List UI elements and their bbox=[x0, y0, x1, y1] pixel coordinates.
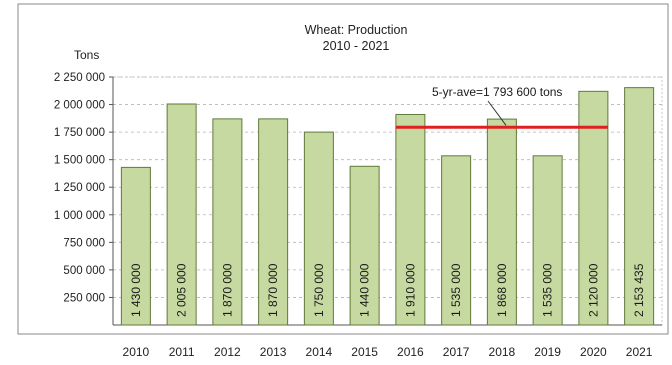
x-tick-label-2015: 2015 bbox=[351, 345, 378, 359]
bar-label-2013: 1 870 000 bbox=[266, 263, 280, 317]
bar-2021 bbox=[624, 87, 655, 326]
bar-2014 bbox=[303, 131, 334, 326]
y-tick-label-1: 500 000 bbox=[63, 265, 105, 277]
bar-2011 bbox=[166, 103, 197, 326]
y-axis-label: Tons bbox=[74, 48, 99, 62]
bar-label-2021: 2 153 435 bbox=[632, 263, 646, 317]
bar-2020 bbox=[578, 90, 609, 326]
bar-label-2020: 2 120 000 bbox=[586, 263, 600, 317]
bar-label-2018: 1 868 000 bbox=[495, 263, 509, 317]
bar-label-2015: 1 440 000 bbox=[358, 263, 372, 317]
reference-line-label: 5-yr-ave=1 793 600 tons bbox=[432, 85, 562, 99]
x-tick-label-2011: 2011 bbox=[169, 345, 195, 359]
x-tick-label-2021: 2021 bbox=[626, 345, 653, 359]
y-tick-label-5: 1 500 000 bbox=[54, 155, 105, 167]
bar-2017 bbox=[441, 155, 472, 326]
bar-2012 bbox=[212, 118, 243, 326]
x-tick-label-2017: 2017 bbox=[443, 345, 470, 359]
chart-title-line-1: Wheat: Production bbox=[305, 23, 408, 37]
bar-label-2011: 2 005 000 bbox=[175, 263, 189, 317]
x-tick-label-2016: 2016 bbox=[397, 345, 424, 359]
x-tick-label-2012: 2012 bbox=[214, 345, 241, 359]
bar-label-2010: 1 430 000 bbox=[129, 263, 143, 317]
bar-2019 bbox=[532, 155, 563, 326]
bar-label-2016: 1 910 000 bbox=[403, 263, 417, 317]
bar-label-2014: 1 750 000 bbox=[312, 263, 326, 317]
x-tick-label-2014: 2014 bbox=[306, 345, 333, 359]
bar-label-2019: 1 535 000 bbox=[541, 263, 555, 317]
chart-title-line-2: 2010 - 2021 bbox=[323, 39, 390, 53]
y-tick-label-6: 1 750 000 bbox=[54, 127, 105, 139]
bar-label-2017: 1 535 000 bbox=[449, 263, 463, 317]
bar-label-2012: 1 870 000 bbox=[220, 263, 234, 317]
bar-2016 bbox=[395, 113, 426, 326]
y-tick-label-3: 1 000 000 bbox=[54, 210, 105, 222]
x-tick-label-2019: 2019 bbox=[534, 345, 561, 359]
x-tick-label-2010: 2010 bbox=[123, 345, 150, 359]
bar-2015 bbox=[349, 165, 380, 326]
bar-2013 bbox=[258, 118, 289, 326]
y-tick-label-8: 2 250 000 bbox=[54, 72, 105, 84]
chart-frame bbox=[17, 3, 669, 335]
x-tick-label-2018: 2018 bbox=[489, 345, 516, 359]
x-tick-label-2020: 2020 bbox=[580, 345, 607, 359]
y-tick-label-2: 750 000 bbox=[63, 237, 105, 249]
x-tick-label-2013: 2013 bbox=[260, 345, 287, 359]
y-tick-label-4: 1 250 000 bbox=[54, 182, 105, 194]
bar-2010 bbox=[120, 166, 151, 326]
reference-label-leader bbox=[487, 100, 507, 126]
y-tick-label-7: 2 000 000 bbox=[54, 100, 105, 112]
y-tick-label-0: 250 000 bbox=[63, 292, 105, 304]
